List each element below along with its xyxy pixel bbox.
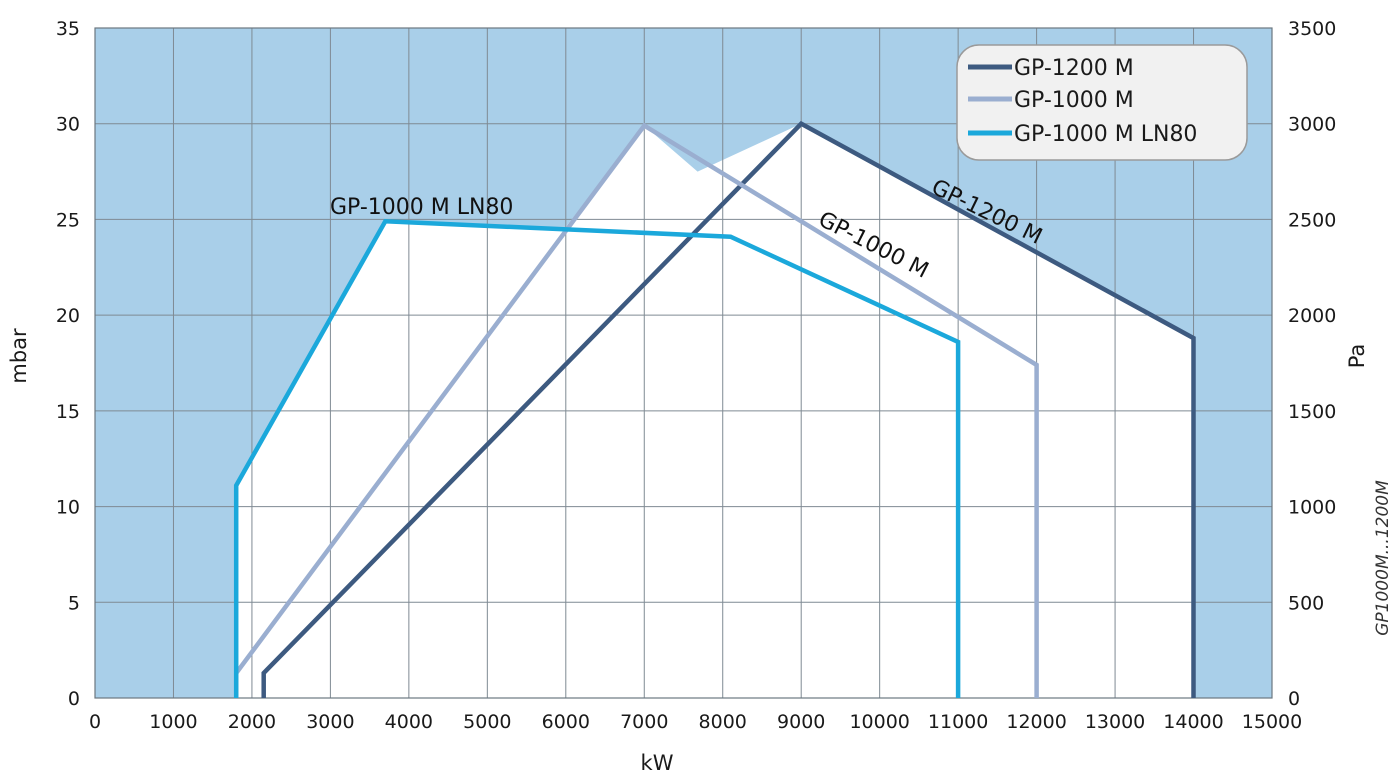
y-left-tick-label: 0 <box>68 688 80 710</box>
x-tick-label: 15000 <box>1242 711 1302 733</box>
x-tick-label: 11000 <box>928 711 988 733</box>
legend: GP-1200 M GP-1000 M GP-1000 M LN80 <box>956 44 1248 161</box>
y-right-tick-label: 1500 <box>1288 401 1336 423</box>
y-right-tick-label: 2000 <box>1288 305 1336 327</box>
legend-label-gp1200m: GP-1200 M <box>1014 56 1134 81</box>
x-tick-label: 3000 <box>306 711 354 733</box>
series-line-gp1000m-ln80 <box>233 218 961 698</box>
y-right-tick-label: 3000 <box>1288 114 1336 136</box>
y-left-tick-label: 15 <box>56 401 80 423</box>
x-tick-label: 12000 <box>1006 711 1066 733</box>
y-left-tick-label: 10 <box>56 497 80 519</box>
y-right-tick-label: 500 <box>1288 592 1324 614</box>
y-axis-left-title: mbar <box>7 328 31 384</box>
x-tick-label: 2000 <box>228 711 276 733</box>
y-left-tick-label: 35 <box>56 18 80 40</box>
x-tick-label: 1000 <box>149 711 197 733</box>
x-axis-ticks: 0 1000 2000 3000 4000 5000 6000 7000 8000 9000 100… <box>89 711 1302 733</box>
plot-frame <box>94 27 1273 699</box>
x-tick-label: 4000 <box>385 711 433 733</box>
x-tick-label: 10000 <box>849 711 909 733</box>
legend-label-gp1000m-ln80: GP-1000 M LN80 <box>1014 122 1197 147</box>
x-tick-label: 6000 <box>542 711 590 733</box>
y-right-tick-label: 2500 <box>1288 209 1336 231</box>
x-tick-label: 0 <box>89 711 101 733</box>
x-tick-label: 8000 <box>699 711 747 733</box>
x-tick-label: 7000 <box>620 711 668 733</box>
y-right-tick-label: 3500 <box>1288 18 1336 40</box>
y-right-tick-label: 0 <box>1288 688 1300 710</box>
x-tick-label: 5000 <box>463 711 511 733</box>
series-label-gp1000m-ln80: GP-1000 M LN80 <box>330 195 513 220</box>
legend-box <box>956 44 1248 161</box>
legend-label-gp1000m: GP-1000 M <box>1014 88 1134 113</box>
x-tick-label: 14000 <box>1163 711 1223 733</box>
y-left-tick-label: 25 <box>56 209 80 231</box>
y-left-tick-label: 5 <box>68 592 80 614</box>
x-axis-title: kW <box>641 751 674 775</box>
x-tick-label: 13000 <box>1085 711 1145 733</box>
x-tick-label: 9000 <box>777 711 825 733</box>
series-line-gp1200m <box>261 120 1196 698</box>
figure-note: GP1000M...1200M <box>1373 480 1393 636</box>
y-axis-left-ticks: 0 5 10 15 20 25 30 35 <box>56 18 80 710</box>
y-axis-right-ticks: 0 500 1000 1500 2000 2500 3000 3500 <box>1288 18 1336 710</box>
y-right-tick-label: 1000 <box>1288 497 1336 519</box>
y-axis-right-title: Pa <box>1345 344 1369 369</box>
y-left-tick-label: 20 <box>56 305 80 327</box>
y-left-tick-label: 30 <box>56 114 80 136</box>
series-lines <box>233 120 1196 698</box>
